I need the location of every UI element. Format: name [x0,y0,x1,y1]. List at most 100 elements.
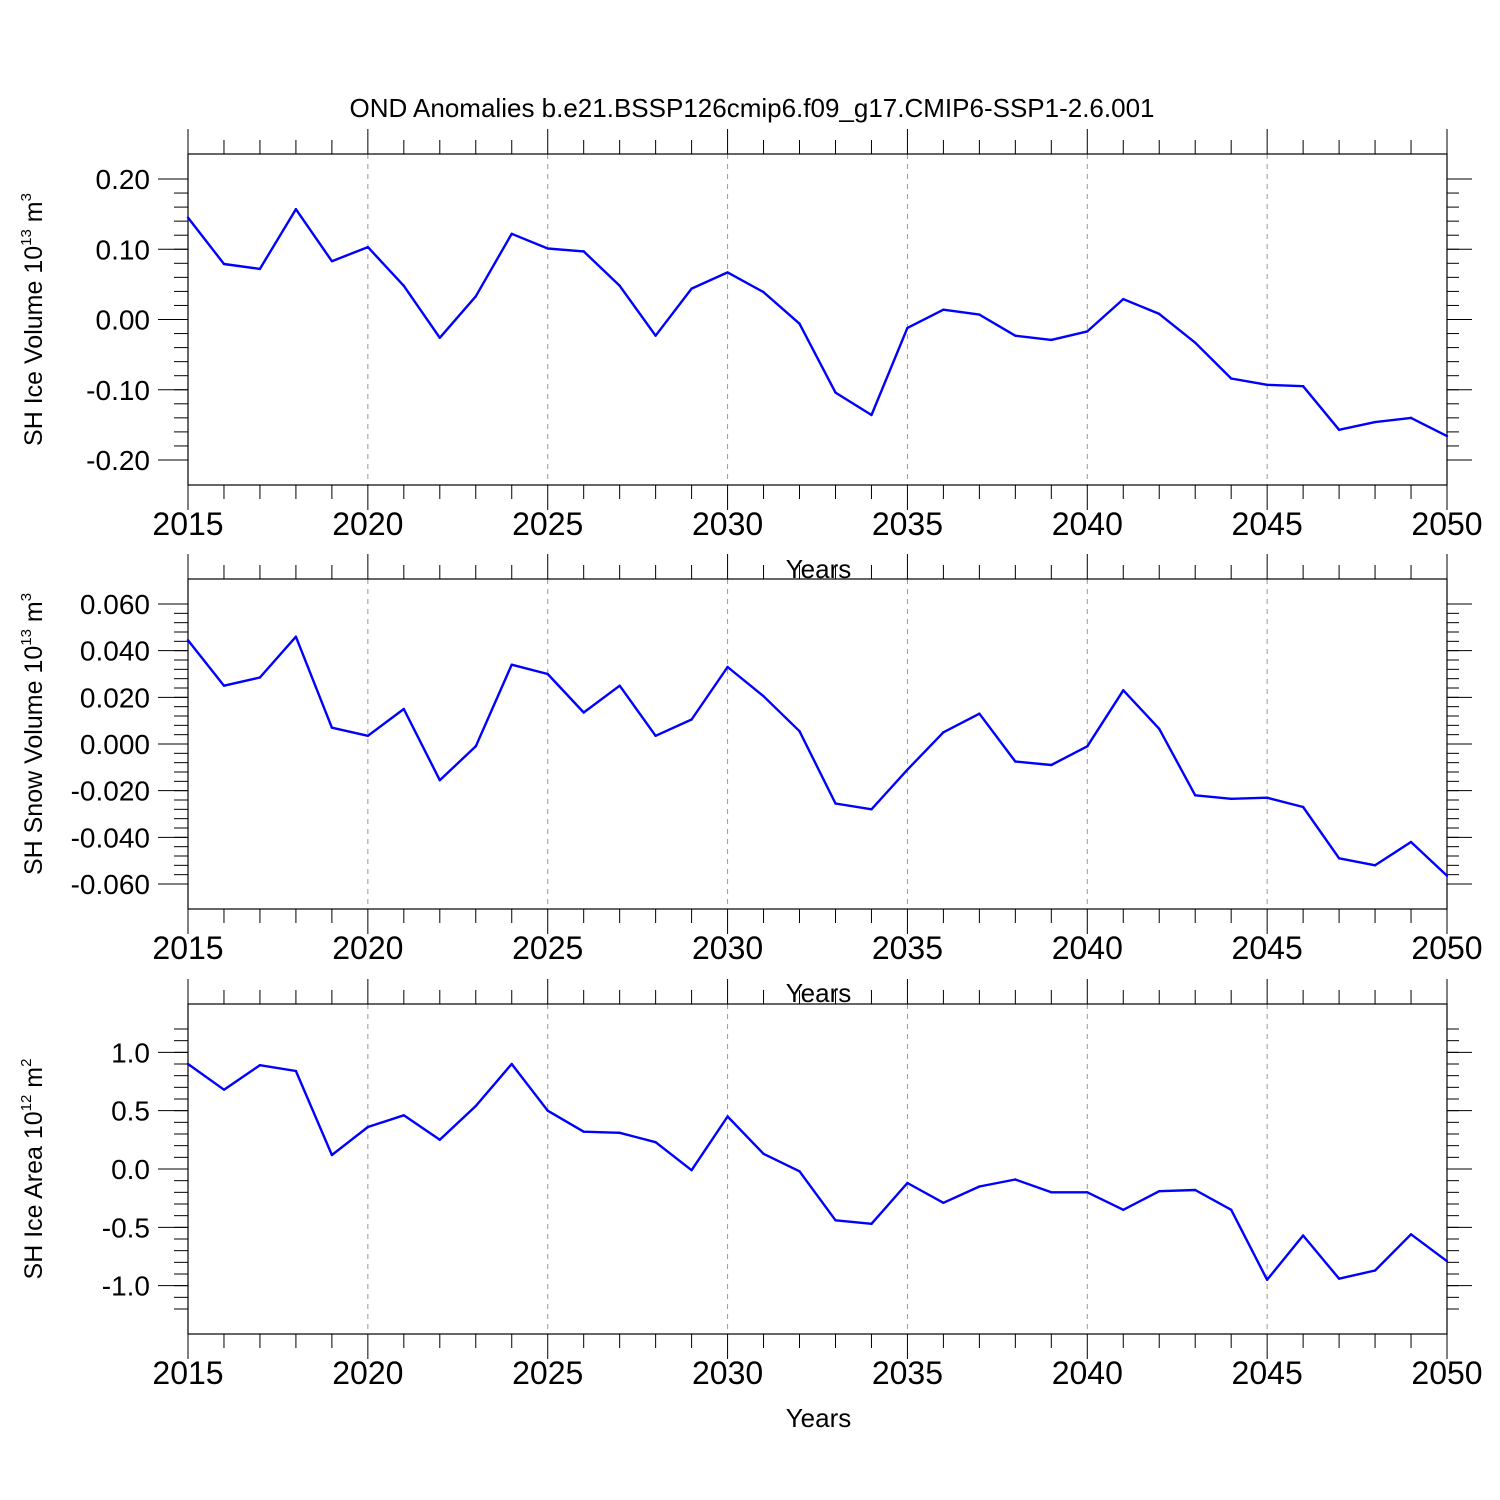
y-axis-label-main: SH Snow Volume 10 [20,646,48,875]
data-point [1373,1269,1377,1272]
y-tick-label: 0.20 [96,164,151,195]
data-point [1301,1234,1305,1237]
data-point [1158,1189,1161,1193]
y-axis-label: SH Ice Volume 1013 m3 [18,193,48,446]
data-point [1229,377,1233,380]
data-point [1301,385,1305,388]
data-point [258,1063,262,1067]
data-point [366,1125,370,1129]
data-point [942,308,945,311]
data-point [654,734,657,738]
data-point [294,1069,298,1073]
panel-snow-volume: -0.060 -0.040 -0.020 0.000 0.020 0.040 0.060 20… [18,554,1483,1008]
y-axis-label-unit: m [20,201,48,229]
data-point [258,676,262,679]
data-point [1122,689,1125,692]
data-point [510,1062,513,1066]
data-point [330,1153,334,1157]
data-point [726,271,729,274]
data-point [438,336,441,339]
data-point [186,216,190,219]
plot-frame [187,578,1448,910]
data-point [1014,760,1017,763]
panel-ice-area: -1.0 -0.5 0.0 0.5 1.0 2015 2020 2025 2030 2035 204… [18,979,1483,1433]
data-point [402,707,406,711]
data-point [546,247,549,250]
panel-ice-volume: -0.20 -0.10 0.00 0.10 0.20 2015 2020 2025 2030 20… [18,129,1483,584]
y-tick-label: 0.020 [80,682,150,713]
x-axis-label: Years [786,978,852,1008]
data-point [1265,796,1269,799]
data-point [402,284,406,287]
x-tick-label: 2025 [512,506,583,542]
series-line-snow-volume [187,635,1448,877]
data-point [1158,312,1161,316]
data-point [834,1219,837,1222]
data-point [1409,1233,1413,1236]
data-point [438,1138,441,1142]
data-point [474,1104,477,1108]
data-point [294,208,298,211]
y-tick-label: 0.000 [80,729,150,760]
data-point [1194,794,1197,797]
data-point [510,663,513,666]
data-point [1337,1277,1341,1280]
data-point [1265,383,1269,387]
x-tick-label: 2045 [1232,506,1303,542]
y-axis-label-unit-exponent: 3 [18,193,35,201]
data-point [870,1222,873,1226]
x-tick-label: 2030 [692,930,763,966]
data-point [438,778,441,782]
data-point [1445,874,1449,878]
data-point [546,1109,549,1112]
data-point [1050,763,1053,767]
data-point [1050,1191,1053,1194]
y-axis-label-main: SH Ice Area 10 [20,1111,48,1279]
data-point [1050,338,1053,342]
data-point [1194,1188,1197,1192]
x-tick-label: 2030 [692,1355,763,1391]
data-point [906,326,909,330]
series-line-ice-volume [187,207,1448,438]
y-axis-label-main: SH Ice Volume 10 [20,246,48,446]
data-point [582,250,585,253]
y-axis-label-unit-exponent: 3 [18,593,35,601]
data-point [330,259,334,263]
data-point [186,638,190,642]
data-point [1014,334,1017,337]
x-tick-label: 2035 [872,930,943,966]
data-point [942,1201,945,1205]
x-tick-label: 2035 [872,506,943,542]
y-axis-label: SH Ice Area 1012 m2 [18,1059,48,1280]
y-axis-label-exponent: 12 [18,1095,35,1112]
data-point [1229,797,1233,801]
x-tick-label: 2050 [1411,506,1482,542]
data-point [834,802,837,805]
data-point [366,734,370,738]
data-point [1373,420,1377,424]
data-point [978,313,981,316]
y-tick-label: 0.10 [96,234,151,265]
data-point [1445,434,1449,438]
data-point [294,635,298,638]
x-axis-label: Years [786,1403,852,1433]
data-point [618,684,621,687]
data-point [1086,330,1089,333]
data-point [1086,745,1089,748]
data-point [906,1181,909,1185]
data-point [906,768,909,771]
data-point [402,1114,406,1117]
x-tick-label: 2015 [152,930,223,966]
y-tick-label: 0.5 [111,1096,150,1127]
x-tick-label: 2050 [1411,1355,1482,1391]
data-point [222,262,226,266]
data-point [798,729,801,733]
data-point [1086,1191,1089,1194]
data-point [618,1131,621,1135]
x-tick-label: 2025 [512,1355,583,1391]
y-axis-label-exponent: 13 [18,229,35,246]
series-line-ice-area [187,1062,1448,1282]
data-point [1122,1208,1125,1212]
x-tick-label: 2050 [1411,930,1482,966]
